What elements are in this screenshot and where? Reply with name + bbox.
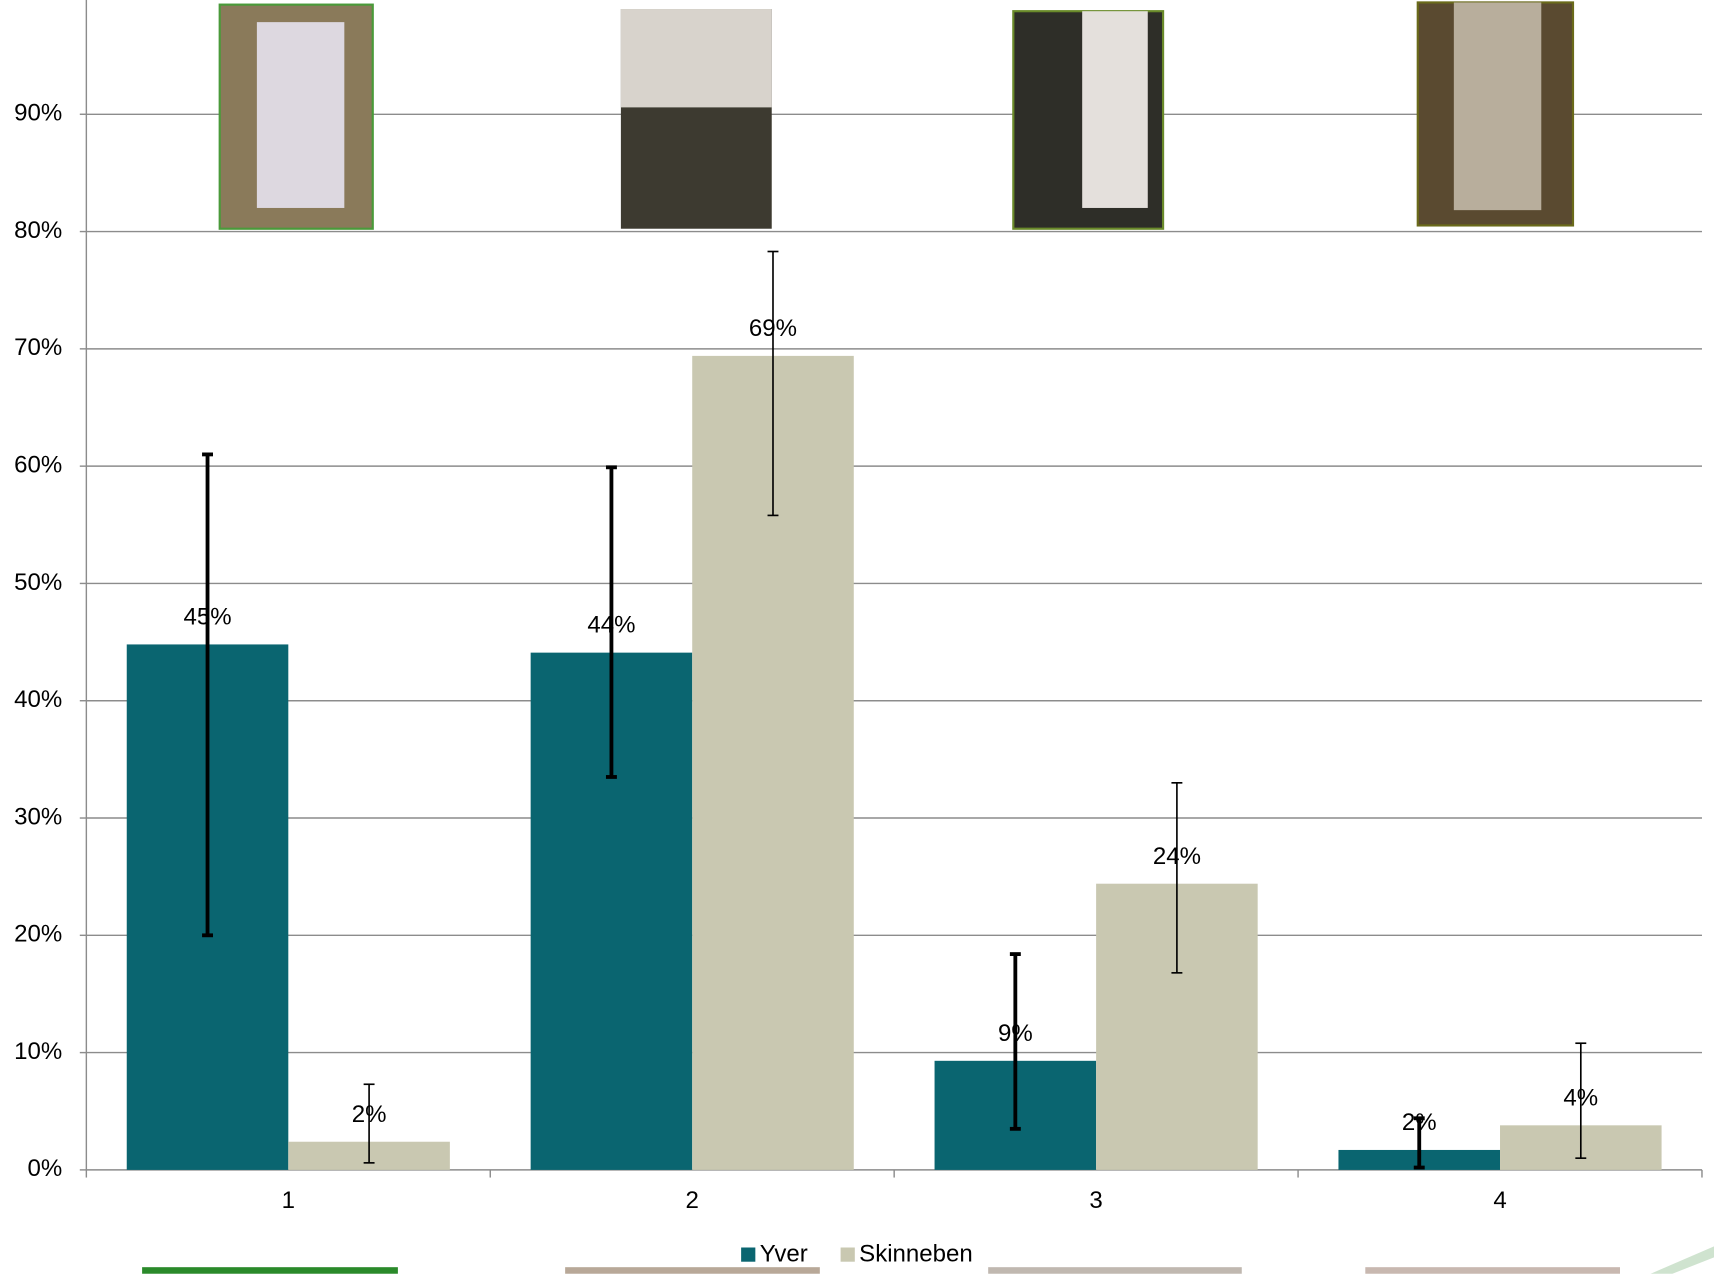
y-tick-label: 30% <box>14 803 62 830</box>
legend-label: Skinneben <box>859 1240 973 1267</box>
error-bar <box>767 250 779 517</box>
error-bar <box>1009 952 1021 1131</box>
y-tick-label: 90% <box>14 100 62 127</box>
error-bar <box>1413 1116 1425 1170</box>
photo-detail <box>256 22 345 208</box>
error-bar <box>202 452 213 938</box>
legend-swatch <box>840 1247 855 1262</box>
photo <box>565 1267 820 1274</box>
y-tick-label: 60% <box>14 451 62 478</box>
photo <box>1365 1267 1620 1274</box>
photo <box>988 1267 1242 1274</box>
error-bar <box>363 1083 375 1164</box>
decoration <box>1650 1246 1714 1274</box>
error-bar <box>605 465 617 779</box>
photo <box>142 1267 398 1274</box>
x-tick-label: 1 <box>282 1187 295 1214</box>
photo-detail <box>1453 2 1542 211</box>
error-bar <box>1171 782 1183 974</box>
photos <box>142 1 1714 1274</box>
y-tick-label: 10% <box>14 1038 62 1065</box>
x-tick-label: 4 <box>1493 1187 1506 1214</box>
photo-detail <box>620 9 772 108</box>
legend-swatch <box>741 1247 756 1262</box>
photo-detail <box>1082 11 1148 208</box>
y-tick-label: 70% <box>14 334 62 361</box>
y-tick-label: 40% <box>14 686 62 713</box>
x-tick-label: 3 <box>1089 1187 1102 1214</box>
y-tick-label: 80% <box>14 217 62 244</box>
legend-label: Yver <box>760 1240 808 1267</box>
error-bar <box>1575 1042 1587 1159</box>
y-tick-label: 50% <box>14 569 62 596</box>
y-tick-label: 20% <box>14 921 62 948</box>
y-tick-label: 0% <box>28 1155 63 1182</box>
x-tick-label: 2 <box>686 1187 699 1214</box>
